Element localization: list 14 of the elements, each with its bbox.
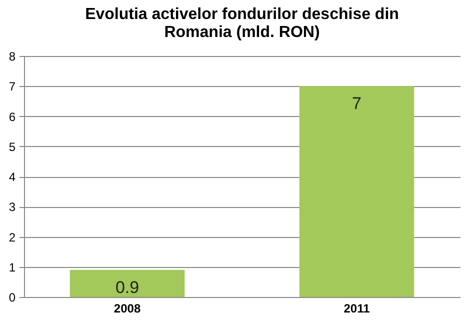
y-tick-label: 1 [8,260,16,274]
x-tick-label: 2008 [114,302,141,316]
data-label: 0.9 [115,278,140,297]
chart-title: Evolutia activelor fondurilor deschise din Romania (mld. RON) [85,6,399,41]
y-tick-label: 4 [8,170,16,184]
data-label: 7 [352,94,362,114]
y-tick-label: 0 [8,290,16,304]
y-tick-label: 8 [8,50,16,64]
x-tick-label: 2011 [344,302,370,316]
y-tick-label: 5 [8,140,16,154]
y-tick-label: 7 [8,80,16,94]
y-tick-label: 2 [8,230,16,244]
y-tick-label: 3 [8,200,16,214]
y-tick-label: 6 [8,110,16,124]
